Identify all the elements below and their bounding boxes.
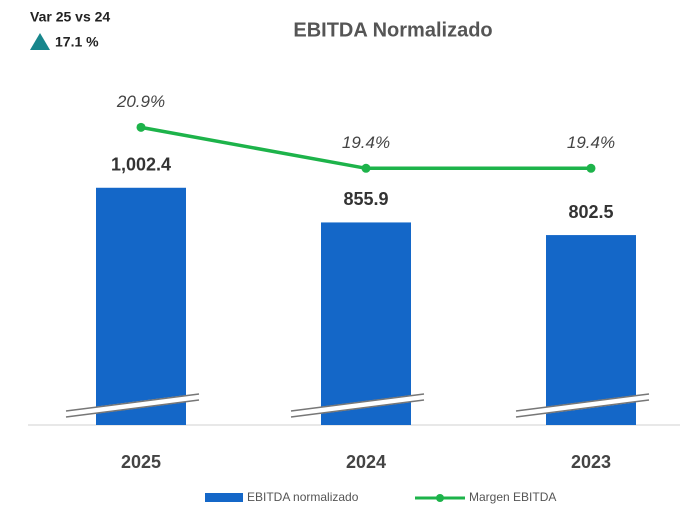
line-value-label: 19.4% xyxy=(567,133,615,152)
bar xyxy=(321,222,411,425)
line-point xyxy=(361,163,371,173)
axis-break xyxy=(65,393,200,418)
x-tick-label: 2023 xyxy=(571,452,611,472)
legend-swatch xyxy=(205,493,243,502)
annotation: 17.1 % xyxy=(55,34,99,50)
bar-value-label: 802.5 xyxy=(568,202,613,222)
bar-value-label: 855.9 xyxy=(343,189,388,209)
bar xyxy=(546,235,636,425)
legend-label: EBITDA normalizado xyxy=(247,490,359,504)
line-value-label: 20.9% xyxy=(116,92,165,111)
line-point xyxy=(136,122,146,132)
axis-break xyxy=(515,393,650,412)
chart-title: EBITDA Normalizado xyxy=(293,19,492,41)
line-point xyxy=(586,163,596,173)
up-triangle xyxy=(30,33,50,50)
legend-swatch xyxy=(436,494,444,502)
axis-break xyxy=(290,393,425,418)
bar xyxy=(96,187,186,425)
axis-break xyxy=(515,393,650,418)
x-tick-label: 2024 xyxy=(346,452,386,472)
axis-break xyxy=(290,399,425,418)
x-tick-label: 2025 xyxy=(121,452,161,472)
annotation: Var 25 vs 24 xyxy=(30,9,110,25)
bar-value-label: 1,002.4 xyxy=(111,155,171,175)
axis-break xyxy=(290,393,425,412)
legend-label: Margen EBITDA xyxy=(469,490,556,504)
axis-break xyxy=(65,393,200,412)
line-value-label: 19.4% xyxy=(342,133,390,152)
axis-break xyxy=(65,399,200,418)
axis-break xyxy=(515,399,650,418)
